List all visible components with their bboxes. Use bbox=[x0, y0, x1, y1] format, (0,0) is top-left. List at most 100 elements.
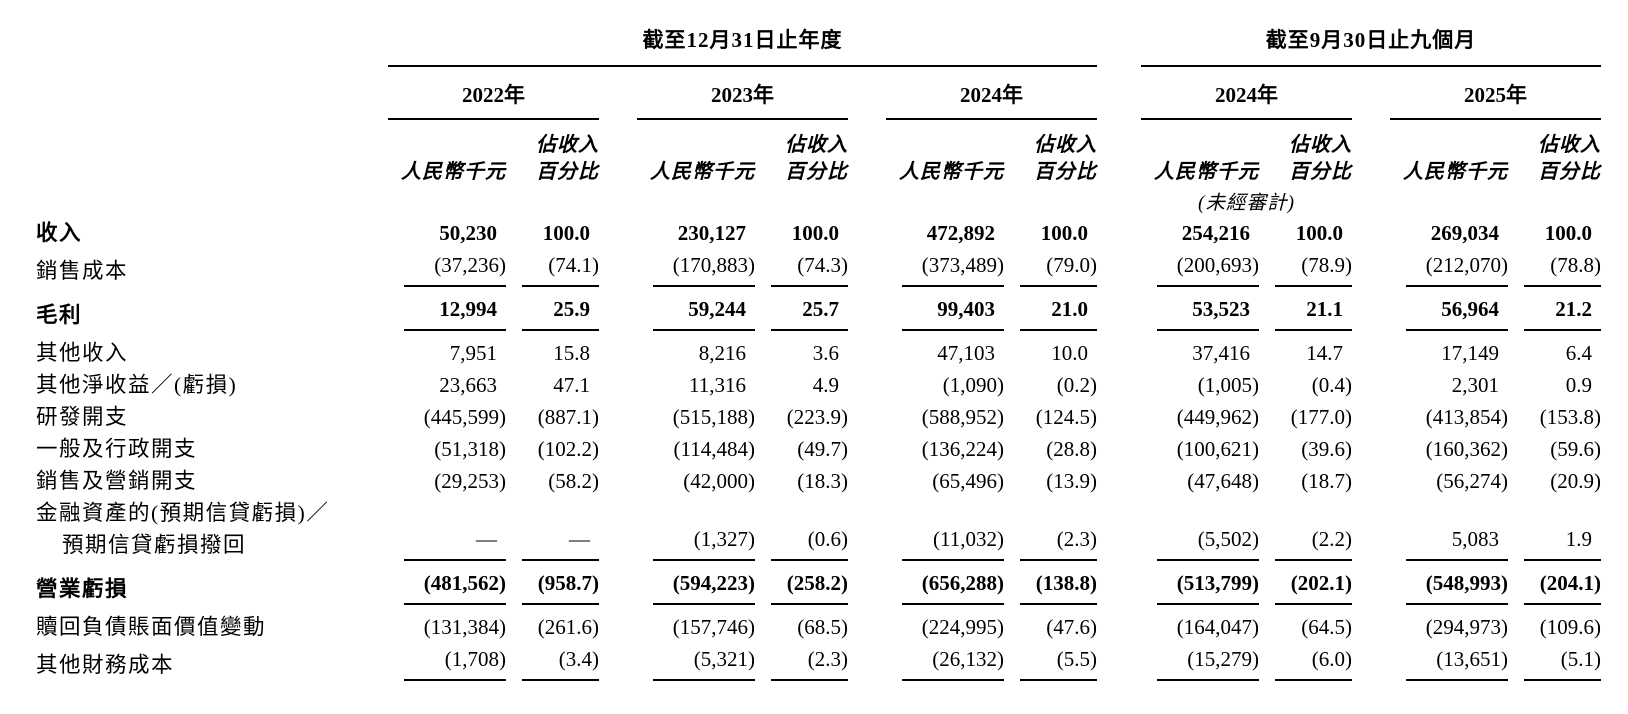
pct-cell: (13.9) bbox=[1046, 469, 1097, 493]
amount-cell: (29,253) bbox=[434, 469, 506, 493]
pct-cell: (20.9) bbox=[1550, 469, 1602, 493]
amount-cell: (1,090) bbox=[942, 373, 1004, 397]
amount-cell: (37,236) bbox=[388, 249, 506, 287]
pct-cell: (2.3) bbox=[1004, 497, 1097, 561]
pct-cell: (5.5) bbox=[1004, 643, 1097, 681]
amount-cell: 12,994 bbox=[388, 287, 506, 331]
amount-cell: (5,321) bbox=[637, 643, 755, 681]
unaudited-note: (未經審計) bbox=[1198, 193, 1295, 214]
group-gap bbox=[1097, 643, 1141, 681]
amount-cell: 8,216 bbox=[698, 341, 746, 365]
amount-cell: (164,047) bbox=[1176, 615, 1259, 639]
pct-cell: (2.3) bbox=[755, 643, 848, 681]
year-header-2023: 2023年 bbox=[637, 66, 848, 120]
pct-cell: 100.0 bbox=[1295, 221, 1343, 245]
group-gap bbox=[1097, 331, 1141, 369]
amount-cell: (212,070) bbox=[1390, 249, 1508, 287]
subheader-row: 人民幣千元 佔收入 百分比 人民幣千元 佔收入 百分比 人民幣千元 佔收入 百分比 人… bbox=[36, 119, 1601, 186]
year-gap bbox=[848, 605, 886, 643]
pct-column-header: 佔收入 百分比 bbox=[1289, 134, 1352, 183]
group-gap bbox=[1097, 369, 1141, 401]
unaudited-row: (未經審計) bbox=[36, 186, 1601, 217]
year-gap bbox=[599, 497, 637, 561]
year-gap bbox=[848, 561, 886, 605]
pct-cell: (258.2) bbox=[755, 561, 848, 605]
year-gap bbox=[1352, 369, 1390, 401]
year-gap bbox=[848, 217, 886, 249]
pct-cell: (78.9) bbox=[1259, 249, 1352, 287]
amount-cell: (548,993) bbox=[1390, 561, 1508, 605]
group-gap bbox=[1097, 433, 1141, 465]
amount-cell: 11,316 bbox=[689, 373, 746, 397]
row-label: 其他財務成本 bbox=[36, 653, 175, 677]
year-gap bbox=[599, 465, 637, 497]
table-row: 銷售成本 (37,236) (74.1) (170,883) (74.3) (373,48… bbox=[36, 249, 1602, 287]
amount-cell: (157,746) bbox=[672, 615, 755, 639]
year-gap bbox=[848, 433, 886, 465]
year-gap bbox=[599, 561, 637, 605]
amount-cell: 269,034 bbox=[1430, 221, 1499, 245]
amount-cell: (1,708) bbox=[388, 643, 506, 681]
year-gap bbox=[599, 401, 637, 433]
amount-cell: 17,149 bbox=[1441, 341, 1499, 365]
year-row: 2022年 2023年 2024年 2024年 2025年 bbox=[36, 66, 1602, 120]
pct-cell: (958.7) bbox=[506, 561, 599, 605]
amount-cell: (5,502) bbox=[1141, 497, 1259, 561]
pct-column-header: 佔收入 百分比 bbox=[1538, 134, 1602, 183]
pct-cell: (102.2) bbox=[537, 437, 599, 461]
pct-cell: 0.9 bbox=[1565, 373, 1593, 397]
amount-cell: (588,952) bbox=[921, 405, 1004, 429]
row-label: 一般及行政開支 bbox=[36, 437, 198, 461]
year-gap bbox=[848, 465, 886, 497]
row-label: 銷售成本 bbox=[36, 259, 129, 283]
pct-cell: (204.1) bbox=[1508, 561, 1602, 605]
pct-cell: (58.2) bbox=[548, 469, 599, 493]
year-gap bbox=[1352, 287, 1390, 331]
pct-cell: (223.9) bbox=[786, 405, 848, 429]
amount-cell: (200,693) bbox=[1141, 249, 1259, 287]
amount-cell: (656,288) bbox=[886, 561, 1004, 605]
amount-cell: (1,005) bbox=[1197, 373, 1259, 397]
year-gap bbox=[848, 497, 886, 561]
year-gap bbox=[848, 401, 886, 433]
year-gap bbox=[1352, 119, 1390, 186]
amount-cell: 5,083 bbox=[1390, 497, 1508, 561]
pct-cell: 100.0 bbox=[1544, 221, 1593, 245]
year-gap bbox=[599, 119, 637, 186]
row-label: 贖回負債賬面價值變動 bbox=[36, 615, 267, 639]
amount-cell: 472,892 bbox=[926, 221, 995, 245]
pct-cell: — bbox=[506, 497, 599, 561]
pct-cell: 25.9 bbox=[506, 287, 599, 331]
corner-cell bbox=[36, 119, 388, 186]
pct-cell: (74.3) bbox=[755, 249, 848, 287]
pct-cell: (39.6) bbox=[1301, 437, 1352, 461]
pct-cell: (6.0) bbox=[1259, 643, 1352, 681]
amount-cell: (15,279) bbox=[1141, 643, 1259, 681]
pct-cell: 6.4 bbox=[1565, 341, 1593, 365]
year-gap bbox=[848, 249, 886, 287]
amount-cell: (47,648) bbox=[1187, 469, 1259, 493]
group-gap bbox=[1097, 605, 1141, 643]
row-label: 金融資產的(預期信貸虧損)／ 預期信貸虧損撥回 bbox=[36, 501, 330, 557]
year-gap bbox=[1352, 465, 1390, 497]
table-body: 收入 50,230 100.0 230,127 100.0 472,892 100.0 254… bbox=[36, 217, 1602, 681]
pct-cell: (49.7) bbox=[797, 437, 848, 461]
year-gap bbox=[599, 217, 637, 249]
pct-cell: 100.0 bbox=[1040, 221, 1088, 245]
group-gap bbox=[1097, 401, 1141, 433]
pct-cell: (79.0) bbox=[1004, 249, 1097, 287]
amount-cell: 56,964 bbox=[1390, 287, 1508, 331]
pct-cell: 100.0 bbox=[542, 221, 590, 245]
year-gap bbox=[848, 119, 886, 186]
pct-cell: (124.5) bbox=[1035, 405, 1097, 429]
group-gap bbox=[1097, 186, 1141, 217]
amount-cell: 59,244 bbox=[637, 287, 755, 331]
pct-cell: (887.1) bbox=[537, 405, 599, 429]
group-gap bbox=[1097, 249, 1141, 287]
table-header: 截至12月31日止年度 截至9月30日止九個月 2022年 2023年 2024… bbox=[36, 24, 1602, 217]
pct-cell: (0.2) bbox=[1056, 373, 1097, 397]
amount-cell: (160,362) bbox=[1425, 437, 1508, 461]
amount-cell: 23,663 bbox=[439, 373, 497, 397]
year-header-2025-9m: 2025年 bbox=[1390, 66, 1602, 120]
pct-cell: 47.1 bbox=[553, 373, 590, 397]
